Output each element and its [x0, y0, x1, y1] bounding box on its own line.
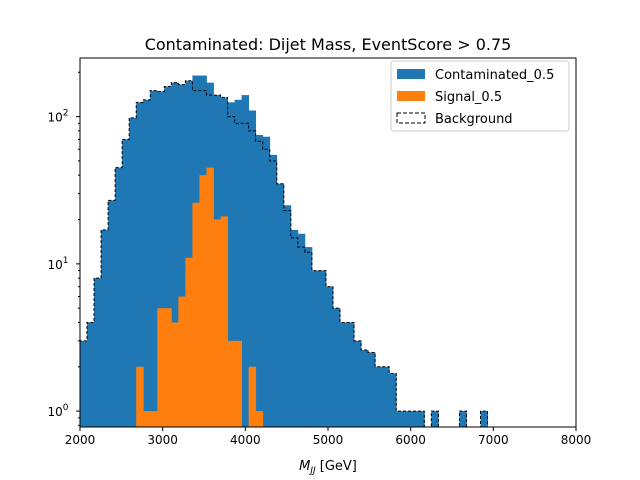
bar-contaminated-0-5	[171, 82, 179, 427]
bar-signal-0-5	[164, 308, 172, 427]
legend: Contaminated_0.5 Signal_0.5 Background	[390, 60, 570, 132]
bar-signal-0-5	[213, 219, 221, 427]
bar-signal-0-5	[136, 366, 144, 427]
x-tick-label: 3000	[147, 433, 178, 447]
bar-contaminated-0-5	[94, 278, 102, 427]
legend-label-background: Background	[435, 112, 513, 127]
bars-group	[80, 75, 489, 427]
bar-contaminated-0-5	[396, 411, 404, 427]
bar-contaminated-0-5	[368, 352, 376, 427]
bar-contaminated-0-5	[431, 411, 439, 427]
bar-contaminated-0-5	[459, 411, 467, 427]
bar-contaminated-0-5	[304, 247, 313, 427]
bar-contaminated-0-5	[248, 110, 257, 427]
bar-contaminated-0-5	[241, 95, 250, 427]
chart-title: Contaminated: Dijet Mass, EventScore > 0…	[145, 35, 512, 54]
bar-contaminated-0-5	[382, 366, 390, 427]
bar-contaminated-0-5	[255, 134, 264, 427]
bar-contaminated-0-5	[80, 340, 88, 427]
bar-contaminated-0-5	[410, 411, 418, 427]
bar-contaminated-0-5	[115, 167, 123, 427]
bar-contaminated-0-5	[178, 84, 186, 427]
bar-contaminated-0-5	[157, 91, 165, 427]
plot-area	[79, 57, 577, 428]
y-tick-label: 100	[47, 403, 68, 419]
bar-signal-0-5	[178, 296, 186, 427]
bar-contaminated-0-5	[290, 229, 299, 427]
legend-label-signal: Signal_0.5	[435, 90, 502, 105]
bar-contaminated-0-5	[283, 205, 292, 427]
bar-contaminated-0-5	[347, 322, 355, 427]
bar-contaminated-0-5	[417, 411, 425, 427]
x-tick-label: 4000	[230, 433, 261, 447]
bar-contaminated-0-5	[101, 229, 109, 427]
x-tick-label: 8000	[561, 433, 592, 447]
bar-contaminated-0-5	[389, 373, 397, 427]
bar-contaminated-0-5	[269, 154, 278, 427]
bar-contaminated-0-5	[136, 102, 144, 427]
bar-contaminated-0-5	[150, 90, 158, 427]
bar-contaminated-0-5	[227, 102, 235, 427]
bar-contaminated-0-5	[234, 99, 243, 427]
bar-signal-0-5	[192, 202, 200, 427]
bar-contaminated-0-5	[297, 233, 306, 427]
bar-signal-0-5	[171, 322, 179, 427]
bar-signal-0-5	[150, 411, 158, 427]
bar-contaminated-0-5	[129, 117, 137, 427]
bar-contaminated-0-5	[339, 322, 348, 427]
x-axis-label-main: M	[299, 459, 310, 474]
y-axis: 100 101 102	[47, 71, 80, 426]
legend-label-contaminated: Contaminated_0.5	[435, 68, 554, 83]
bar-signal-0-5	[234, 340, 243, 427]
bar-contaminated-0-5	[185, 80, 193, 427]
bar-signal-0-5	[143, 411, 151, 427]
bar-signal-0-5	[157, 308, 165, 427]
bar-signal-0-5	[255, 411, 264, 427]
bar-contaminated-0-5	[311, 270, 320, 427]
bar-signal-0-5	[199, 175, 207, 427]
bar-signal-0-5	[248, 366, 257, 427]
bar-signal-0-5	[185, 257, 193, 427]
bar-contaminated-0-5	[354, 340, 362, 427]
bar-contaminated-0-5	[87, 322, 95, 427]
bar-contaminated-0-5	[164, 86, 172, 427]
x-tick-label: 6000	[395, 433, 426, 447]
legend-swatch-signal	[397, 91, 425, 101]
legend-frame	[390, 60, 570, 132]
bar-contaminated-0-5	[108, 200, 116, 427]
bar-contaminated-0-5	[375, 366, 383, 427]
x-tick-label: 5000	[313, 433, 344, 447]
bar-contaminated-0-5	[318, 270, 327, 427]
x-axis: 2000 3000 4000 5000 6000 7000 8000	[65, 427, 592, 447]
x-tick-label: 2000	[65, 433, 96, 447]
y-tick-label: 101	[47, 256, 68, 272]
bar-contaminated-0-5	[361, 350, 369, 427]
bar-contaminated-0-5	[122, 139, 130, 427]
bar-signal-0-5	[206, 167, 214, 427]
x-axis-label-sub: JJ	[308, 466, 316, 476]
legend-swatch-contaminated	[397, 69, 425, 79]
bar-contaminated-0-5	[143, 99, 151, 427]
legend-swatch-background	[396, 112, 426, 124]
bar-signal-0-5	[227, 340, 235, 427]
bar-contaminated-0-5	[325, 286, 334, 427]
y-tick-label: 102	[47, 109, 68, 125]
x-axis-label-unit: [GeV]	[316, 459, 357, 474]
bar-contaminated-0-5	[276, 183, 285, 427]
x-axis-label: MJJ [GeV]	[299, 459, 357, 476]
bar-contaminated-0-5	[480, 411, 488, 427]
x-tick-label: 7000	[478, 433, 509, 447]
bar-signal-0-5	[220, 216, 228, 427]
bar-contaminated-0-5	[403, 411, 411, 427]
bar-contaminated-0-5	[262, 136, 271, 427]
bar-contaminated-0-5	[332, 308, 341, 427]
